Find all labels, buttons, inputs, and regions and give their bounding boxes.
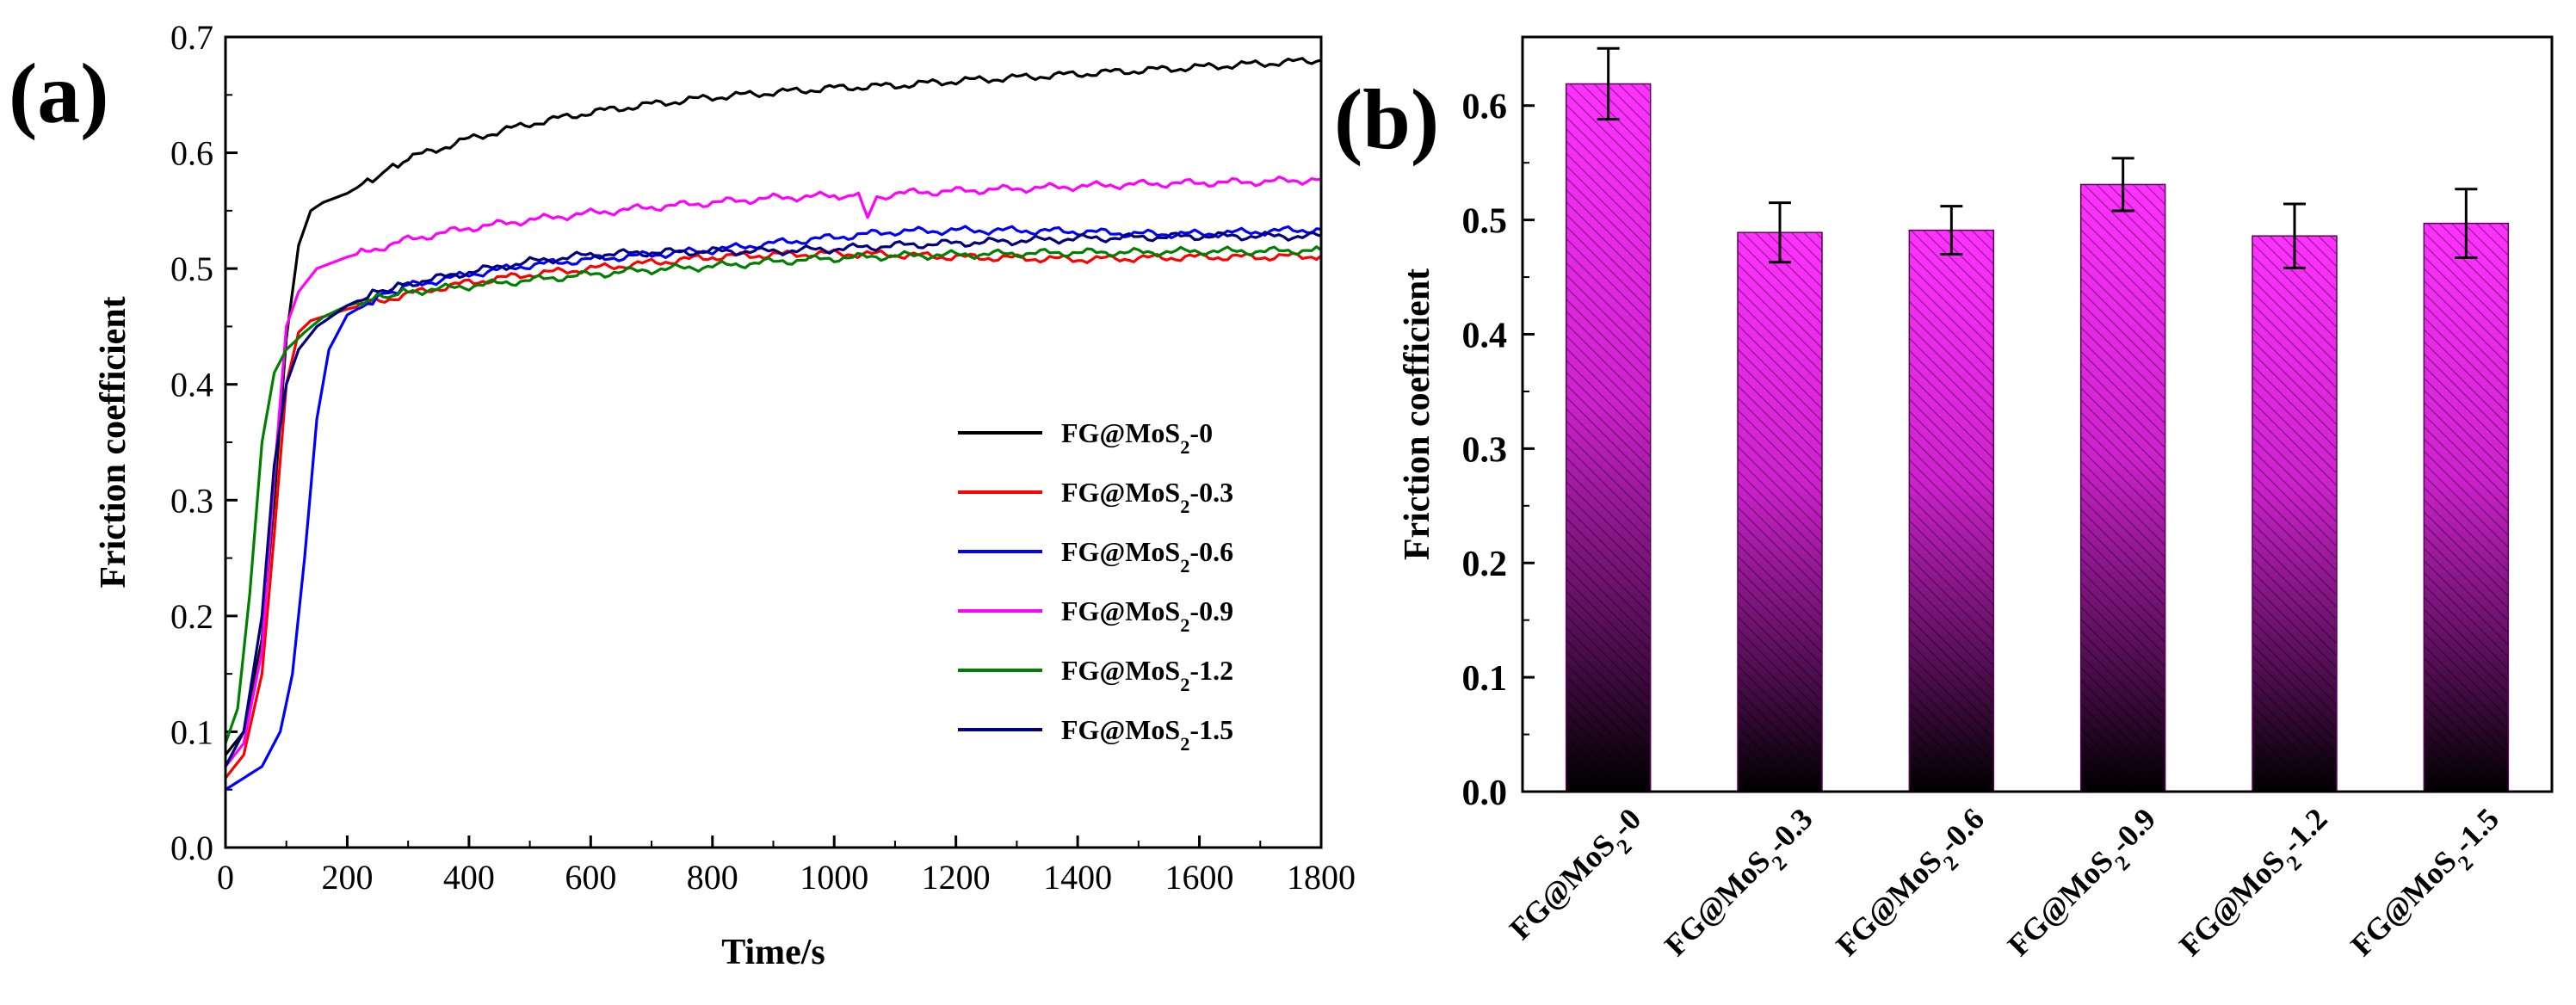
series-line-0	[224, 57, 1322, 756]
label-base: FG@MoS	[1061, 417, 1180, 448]
x-tick-label: 1000	[800, 858, 868, 897]
label-subscript: 2	[1180, 674, 1189, 695]
label-subscript: 2	[1180, 496, 1189, 517]
panel-a-letter: (a)	[9, 46, 109, 141]
label-base: FG@MoS	[1061, 595, 1180, 626]
label-base: FG@MoS	[2001, 844, 2120, 963]
bar-hatch-2	[1908, 229, 1995, 792]
label-suffix: -1.2	[1189, 655, 1233, 686]
label-suffix: -0	[1605, 801, 1647, 843]
x-tick-label: 600	[565, 858, 616, 897]
panel-a-y-axis-title: Friction coefficient	[94, 296, 133, 588]
label-suffix: -0.9	[2103, 801, 2163, 860]
bar-hatch-3	[2079, 183, 2166, 792]
y-tick-label: 0.1	[1462, 659, 1508, 699]
y-tick-label: 0.4	[1462, 316, 1508, 355]
label-suffix: -0	[1189, 417, 1213, 448]
category-label-3: FG@MoS2-0.9	[2001, 801, 2170, 970]
panel-b-bars	[1565, 46, 2510, 792]
label-subscript: 2	[1180, 614, 1189, 636]
series-line-2	[225, 225, 1322, 792]
series-line-5	[224, 231, 1322, 768]
label-subscript: 2	[1180, 733, 1189, 755]
category-label-0: FG@MoS2-0	[1503, 801, 1654, 953]
panel-b-ticks: 0.0 0.1 0.2 0.3 0.4 0.5 0.6	[1462, 88, 2468, 813]
legend-label-4: FG@MoS2-1.2	[1061, 655, 1233, 695]
y-tick-label: 0.0	[1462, 774, 1508, 813]
series-line-4	[224, 245, 1322, 744]
legend-label-2: FG@MoS2-0.6	[1061, 536, 1233, 576]
label-subscript: 2	[1180, 555, 1189, 576]
y-tick-label: 0.6	[1462, 88, 1508, 127]
category-label-2: FG@MoS2-0.6	[1830, 801, 1998, 970]
panel-b-y-axis-title: Friction coefficient	[1398, 268, 1437, 560]
y-tick-label: 0.7	[170, 18, 213, 57]
x-tick-label: 1800	[1287, 858, 1356, 897]
panel-a: (a) 0 200 400 600 800 1000 1200 1400 1600 1800 0.0…	[9, 18, 1356, 972]
panel-b: (b) 0.00.10.20.30.40.50.6 FG@MoS2-0FG@Mo…	[1334, 35, 2554, 970]
panel-a-ticks: 0 200 400 600 800 1000 1200 1400 1600 1800 0.0 0.1 0…	[170, 18, 1356, 897]
x-tick-label: 200	[321, 858, 373, 897]
bar-hatch-0	[1565, 83, 1652, 792]
label-base: FG@MoS	[2344, 844, 2463, 963]
label-suffix: -0.3	[1189, 477, 1233, 508]
panel-b-frame	[1521, 35, 2554, 793]
x-tick-label: 1400	[1043, 858, 1112, 897]
y-tick-label: 0.3	[170, 481, 213, 520]
label-base: FG@MoS	[1830, 844, 1949, 963]
legend-label-3: FG@MoS2-0.9	[1061, 595, 1233, 636]
y-tick-label: 0.2	[1462, 545, 1508, 584]
panel-b-letter: (b)	[1334, 71, 1439, 167]
label-base: FG@MoS	[1658, 844, 1776, 963]
label-base: FG@MoS	[1503, 827, 1622, 946]
label-suffix: -1.2	[2275, 801, 2334, 860]
x-tick-label: 800	[687, 858, 738, 897]
y-tick-label: 0.5	[1462, 202, 1508, 242]
x-tick-label: 0	[217, 858, 234, 897]
legend-label-5: FG@MoS2-1.5	[1061, 714, 1233, 755]
label-base: FG@MoS	[1061, 655, 1180, 686]
category-label-1: FG@MoS2-0.3	[1658, 801, 1826, 970]
label-suffix: -0.6	[1189, 536, 1233, 567]
legend-label-1: FG@MoS2-0.3	[1061, 477, 1233, 517]
panel-b-category-labels: FG@MoS2-0FG@MoS2-0.3FG@MoS2-0.6FG@MoS2-0…	[1503, 801, 2513, 970]
panel-a-lines	[224, 57, 1322, 792]
category-label-4: FG@MoS2-1.2	[2172, 801, 2341, 970]
label-suffix: -1.5	[1189, 714, 1233, 745]
y-tick-label: 0.5	[170, 250, 213, 288]
panel-a-frame	[224, 35, 1323, 849]
label-suffix: -0.3	[1760, 801, 1819, 860]
label-base: FG@MoS	[2172, 844, 2291, 963]
series-line-1	[224, 248, 1322, 780]
category-label-5: FG@MoS2-1.5	[2344, 801, 2513, 970]
y-tick-label: 0.3	[1462, 430, 1508, 470]
y-tick-label: 0.2	[170, 597, 213, 636]
y-tick-label: 0.0	[170, 829, 213, 867]
label-base: FG@MoS	[1061, 477, 1180, 508]
x-tick-label: 1600	[1165, 858, 1234, 897]
label-subscript: 2	[1180, 436, 1189, 458]
label-base: FG@MoS	[1061, 714, 1180, 745]
panel-a-x-axis-title: Time/s	[721, 933, 825, 972]
bar-hatch-4	[2252, 235, 2338, 792]
x-tick-label: 1200	[922, 858, 991, 897]
legend-label-0: FG@MoS2-0	[1061, 417, 1213, 458]
bar-hatch-1	[1737, 231, 1823, 792]
label-suffix: -0.9	[1189, 595, 1233, 626]
label-suffix: -0.6	[1931, 801, 1991, 860]
label-suffix: -1.5	[2446, 801, 2505, 860]
x-tick-label: 400	[443, 858, 495, 897]
bar-hatch-5	[2423, 222, 2510, 792]
series-line-3	[224, 176, 1322, 768]
panel-a-legend: FG@MoS2-0FG@MoS2-0.3FG@MoS2-0.6FG@MoS2-0…	[958, 417, 1233, 755]
y-tick-label: 0.4	[170, 366, 213, 404]
label-base: FG@MoS	[1061, 536, 1180, 567]
y-tick-label: 0.1	[170, 712, 213, 751]
y-tick-label: 0.6	[170, 134, 213, 173]
